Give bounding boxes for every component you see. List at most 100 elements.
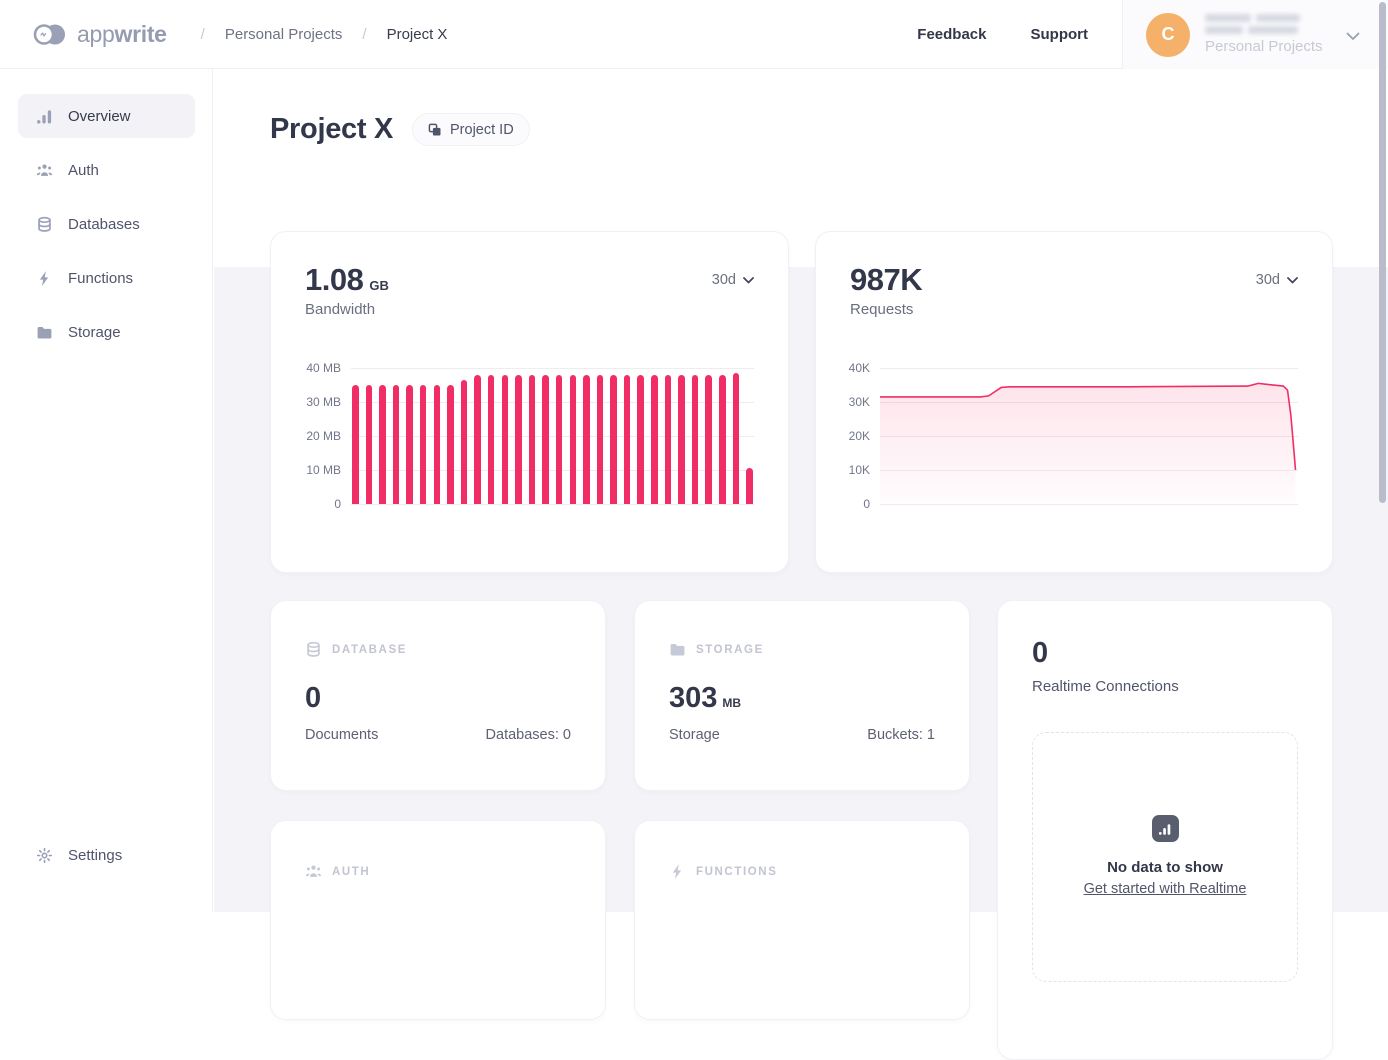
breadcrumb-separator: /: [362, 26, 366, 43]
requests-value: 987K: [850, 262, 922, 297]
account-menu[interactable]: C Personal Projects: [1122, 0, 1388, 69]
functions-card: FUNCTIONS: [634, 820, 970, 1020]
bandwidth-range-dropdown[interactable]: 30d: [712, 272, 754, 288]
bandwidth-bar: [637, 375, 644, 504]
buckets-count: Buckets: 1: [867, 727, 935, 743]
database-section-label: DATABASE: [332, 644, 407, 656]
bandwidth-bar: [434, 385, 441, 504]
bar-chart-icon: [36, 108, 53, 125]
project-id-label: Project ID: [450, 122, 514, 138]
sidebar: Overview Auth Databases Functions Storage Se…: [0, 69, 213, 912]
auth-card: AUTH: [270, 820, 606, 1020]
bandwidth-bar: [705, 375, 712, 504]
sidebar-item-functions[interactable]: Functions: [18, 256, 195, 300]
gear-icon: [36, 847, 53, 864]
database-card: DATABASE 0 Documents Databases: 0: [270, 600, 606, 791]
get-started-realtime-link[interactable]: Get started with Realtime: [1084, 881, 1247, 897]
documents-count: 0: [305, 682, 321, 714]
bandwidth-bar: [420, 385, 427, 504]
lightning-icon: [669, 863, 686, 880]
bandwidth-bar: [502, 375, 509, 504]
bandwidth-bar: [406, 385, 413, 504]
sidebar-item-label: Settings: [68, 847, 122, 864]
bandwidth-bar: [366, 385, 373, 504]
bandwidth-bar: [461, 380, 468, 504]
support-link[interactable]: Support: [1031, 26, 1089, 43]
bandwidth-bar: [692, 375, 699, 504]
realtime-label: Realtime Connections: [1032, 678, 1298, 695]
appwrite-logo[interactable]: appwrite: [32, 21, 167, 48]
bandwidth-bar: [746, 468, 753, 504]
realtime-card: 0 Realtime Connections No data to show G…: [997, 600, 1333, 1060]
project-id-button[interactable]: Project ID: [412, 113, 530, 146]
sidebar-item-settings[interactable]: Settings: [18, 833, 195, 877]
bandwidth-bar: [610, 375, 617, 504]
breadcrumb-project[interactable]: Project X: [387, 26, 448, 43]
bandwidth-bar: [570, 375, 577, 504]
bandwidth-bar: [474, 375, 481, 504]
bandwidth-bar: [733, 373, 740, 504]
chevron-down-icon: [743, 272, 754, 288]
sidebar-item-auth[interactable]: Auth: [18, 148, 195, 192]
bandwidth-bar: [542, 375, 549, 504]
chevron-down-icon: [1346, 28, 1360, 46]
requests-label: Requests: [850, 301, 922, 318]
sidebar-item-label: Overview: [68, 108, 131, 125]
bandwidth-bar: [447, 385, 454, 504]
account-name-redacted: [1205, 14, 1323, 22]
page-scrollbar[interactable]: [1379, 2, 1386, 503]
breadcrumb: / Personal Projects / Project X: [201, 26, 448, 43]
requests-range-dropdown[interactable]: 30d: [1256, 272, 1298, 288]
functions-section-label: FUNCTIONS: [696, 866, 777, 878]
breadcrumb-separator: /: [201, 26, 205, 43]
lightning-icon: [36, 270, 53, 287]
folder-icon: [669, 641, 686, 658]
database-icon: [36, 216, 53, 233]
documents-label: Documents: [305, 727, 378, 743]
users-icon: [36, 162, 53, 179]
databases-count: Databases: 0: [486, 727, 571, 743]
storage-label: Storage: [669, 727, 720, 743]
storage-value: 303: [669, 682, 717, 714]
sidebar-item-label: Functions: [68, 270, 133, 287]
auth-section-label: AUTH: [332, 866, 370, 878]
bandwidth-bar: [515, 375, 522, 504]
page-title: Project X: [270, 113, 393, 146]
folder-icon: [36, 324, 53, 341]
breadcrumb-org[interactable]: Personal Projects: [225, 26, 343, 43]
sidebar-item-storage[interactable]: Storage: [18, 310, 195, 354]
chevron-down-icon: [1287, 272, 1298, 288]
sidebar-item-label: Databases: [68, 216, 140, 233]
bandwidth-bar: [651, 375, 658, 504]
realtime-empty-state: No data to show Get started with Realtim…: [1032, 732, 1298, 982]
sidebar-item-overview[interactable]: Overview: [18, 94, 195, 138]
bandwidth-bar: [352, 385, 359, 504]
top-header: appwrite / Personal Projects / Project X…: [0, 0, 1388, 69]
realtime-count: 0: [1032, 637, 1048, 669]
users-icon: [305, 863, 322, 880]
appwrite-logo-icon: [32, 22, 68, 47]
bandwidth-bar: [529, 375, 536, 504]
appwrite-logo-text: appwrite: [77, 21, 167, 48]
storage-section-label: STORAGE: [696, 644, 764, 656]
account-name-redacted: [1205, 26, 1323, 34]
bandwidth-unit: GB: [369, 278, 389, 293]
account-org-label: Personal Projects: [1205, 38, 1323, 55]
bandwidth-bar: [488, 375, 495, 504]
database-icon: [305, 641, 322, 658]
bandwidth-bar: [719, 375, 726, 504]
bandwidth-bar: [379, 385, 386, 504]
sidebar-item-databases[interactable]: Databases: [18, 202, 195, 246]
bandwidth-bar: [665, 375, 672, 504]
bandwidth-label: Bandwidth: [305, 301, 389, 318]
no-data-text: No data to show: [1107, 859, 1223, 876]
feedback-link[interactable]: Feedback: [917, 26, 986, 43]
avatar: C: [1146, 13, 1190, 57]
sidebar-item-label: Auth: [68, 162, 99, 179]
bandwidth-bar: [583, 375, 590, 504]
